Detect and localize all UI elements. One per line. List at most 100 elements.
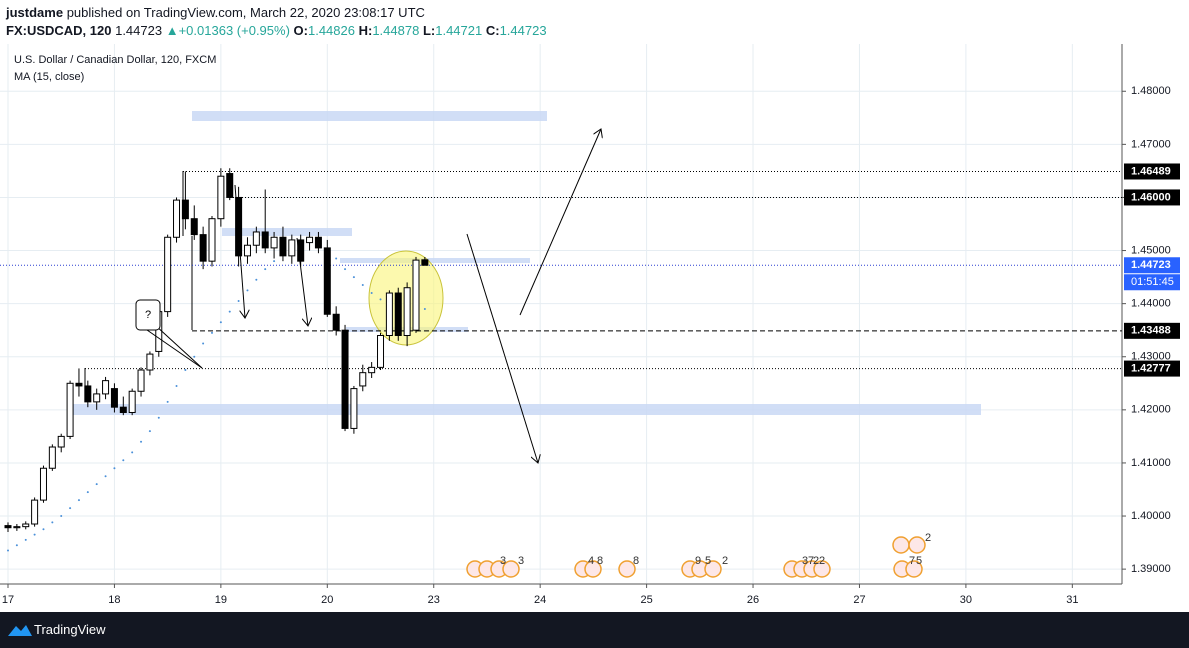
x-tick-label: 30 [960,594,972,606]
o-label: O: [293,23,308,38]
candle-body [270,236,278,249]
candle-body [146,353,154,371]
candle-body [350,388,358,429]
ma-dot [42,528,45,531]
ma-dot [184,369,187,372]
author: justdame [6,5,64,20]
l-value: 1.44721 [435,23,483,38]
candle-body [128,390,136,413]
candle-body [66,382,74,437]
candle-body [359,372,367,387]
publish-line: justdame published on TradingView.com, M… [6,4,547,22]
callout-line [146,329,203,369]
y-tick-label: 1.39000 [1131,563,1171,575]
price-box [1124,189,1180,206]
y-tick-label: 1.40000 [1131,510,1171,522]
indicator-label: MA (15, close) [14,71,84,83]
ma-dot [69,507,72,510]
countdown: 01:51:45 [1131,276,1174,288]
y-tick-label: 1.45000 [1131,244,1171,256]
candle-body [288,239,296,257]
price-box-label: 1.42777 [1131,362,1171,374]
event-label: 3 [500,555,506,567]
event-label: 7 [808,555,814,567]
candle-body [314,236,322,249]
event-icon [892,536,910,554]
candle-body [119,406,127,413]
quote-line: FX:USDCAD, 120 1.44723 ▲+0.01363 (+0.95%… [6,22,547,40]
ma-dot [104,475,107,478]
ma-dot [361,284,364,287]
arrow [519,129,601,316]
candle-body [31,499,39,525]
ma-dot [95,483,98,486]
candle-body [341,329,349,429]
candle-body [208,218,216,262]
ma-dot [140,440,143,443]
c-value: 1.44723 [499,23,547,38]
candle-body [164,236,172,313]
event-icon [502,560,520,578]
arrow: ▲ [165,23,179,38]
event-label: 5 [705,555,711,567]
ma-dot [335,257,338,260]
ma-dot [193,355,196,358]
candle-body [137,369,145,392]
zone [72,404,981,415]
ma-dot [157,416,160,419]
candle-body [22,523,30,528]
footer: TradingView [0,612,1189,648]
ma-dot [7,549,9,552]
ma-dot [370,292,373,295]
ma-dot [15,544,18,547]
candle-body [297,239,305,262]
ma-dot [352,276,355,279]
header: justdame published on TradingView.com, M… [6,4,547,40]
ma-dot [33,533,36,536]
arrow [296,237,308,326]
price-box [1124,163,1180,180]
price-box-label: 1.44723 [1131,259,1171,271]
ma-dot [77,499,80,502]
y-tick-label: 1.47000 [1131,138,1171,150]
event-icon [905,560,923,578]
candle-body [217,175,225,220]
event-icon [584,560,602,578]
ma-dot [86,491,89,494]
y-tick-label: 1.48000 [1131,85,1171,97]
ma-dot [166,400,169,403]
ma-dot [60,515,63,518]
event-label: 8 [597,555,603,567]
x-tick-label: 19 [215,594,227,606]
h-value: 1.44878 [372,23,420,38]
candle-body [368,366,376,374]
candle-body [199,234,207,262]
candle-body [173,199,181,238]
o-value: 1.44826 [307,23,355,38]
candle-body [13,526,21,529]
candle-body [279,236,287,257]
candle-body [377,335,385,368]
candle-body [306,236,314,244]
price-box-label: 1.43488 [1131,325,1171,337]
published: published on TradingView.com, March 22, … [66,5,425,20]
event-icon [908,536,926,554]
ma-dot [148,430,151,433]
candle-body [4,525,12,529]
candle-body [385,292,393,337]
candle-body [421,259,429,266]
candle-body [403,287,411,337]
ma-dot [379,298,382,301]
event-label: 8 [633,555,639,567]
x-tick-label: 27 [853,594,865,606]
arrow [234,184,245,318]
ma-dot [210,331,213,334]
event-label: 3 [518,555,524,567]
ma-dot [228,310,231,313]
candle-body [84,385,92,403]
x-tick-label: 23 [428,594,440,606]
price-box [1124,257,1180,274]
event-label: 5 [916,555,922,567]
ma-dot [264,268,267,271]
logo [8,625,32,636]
